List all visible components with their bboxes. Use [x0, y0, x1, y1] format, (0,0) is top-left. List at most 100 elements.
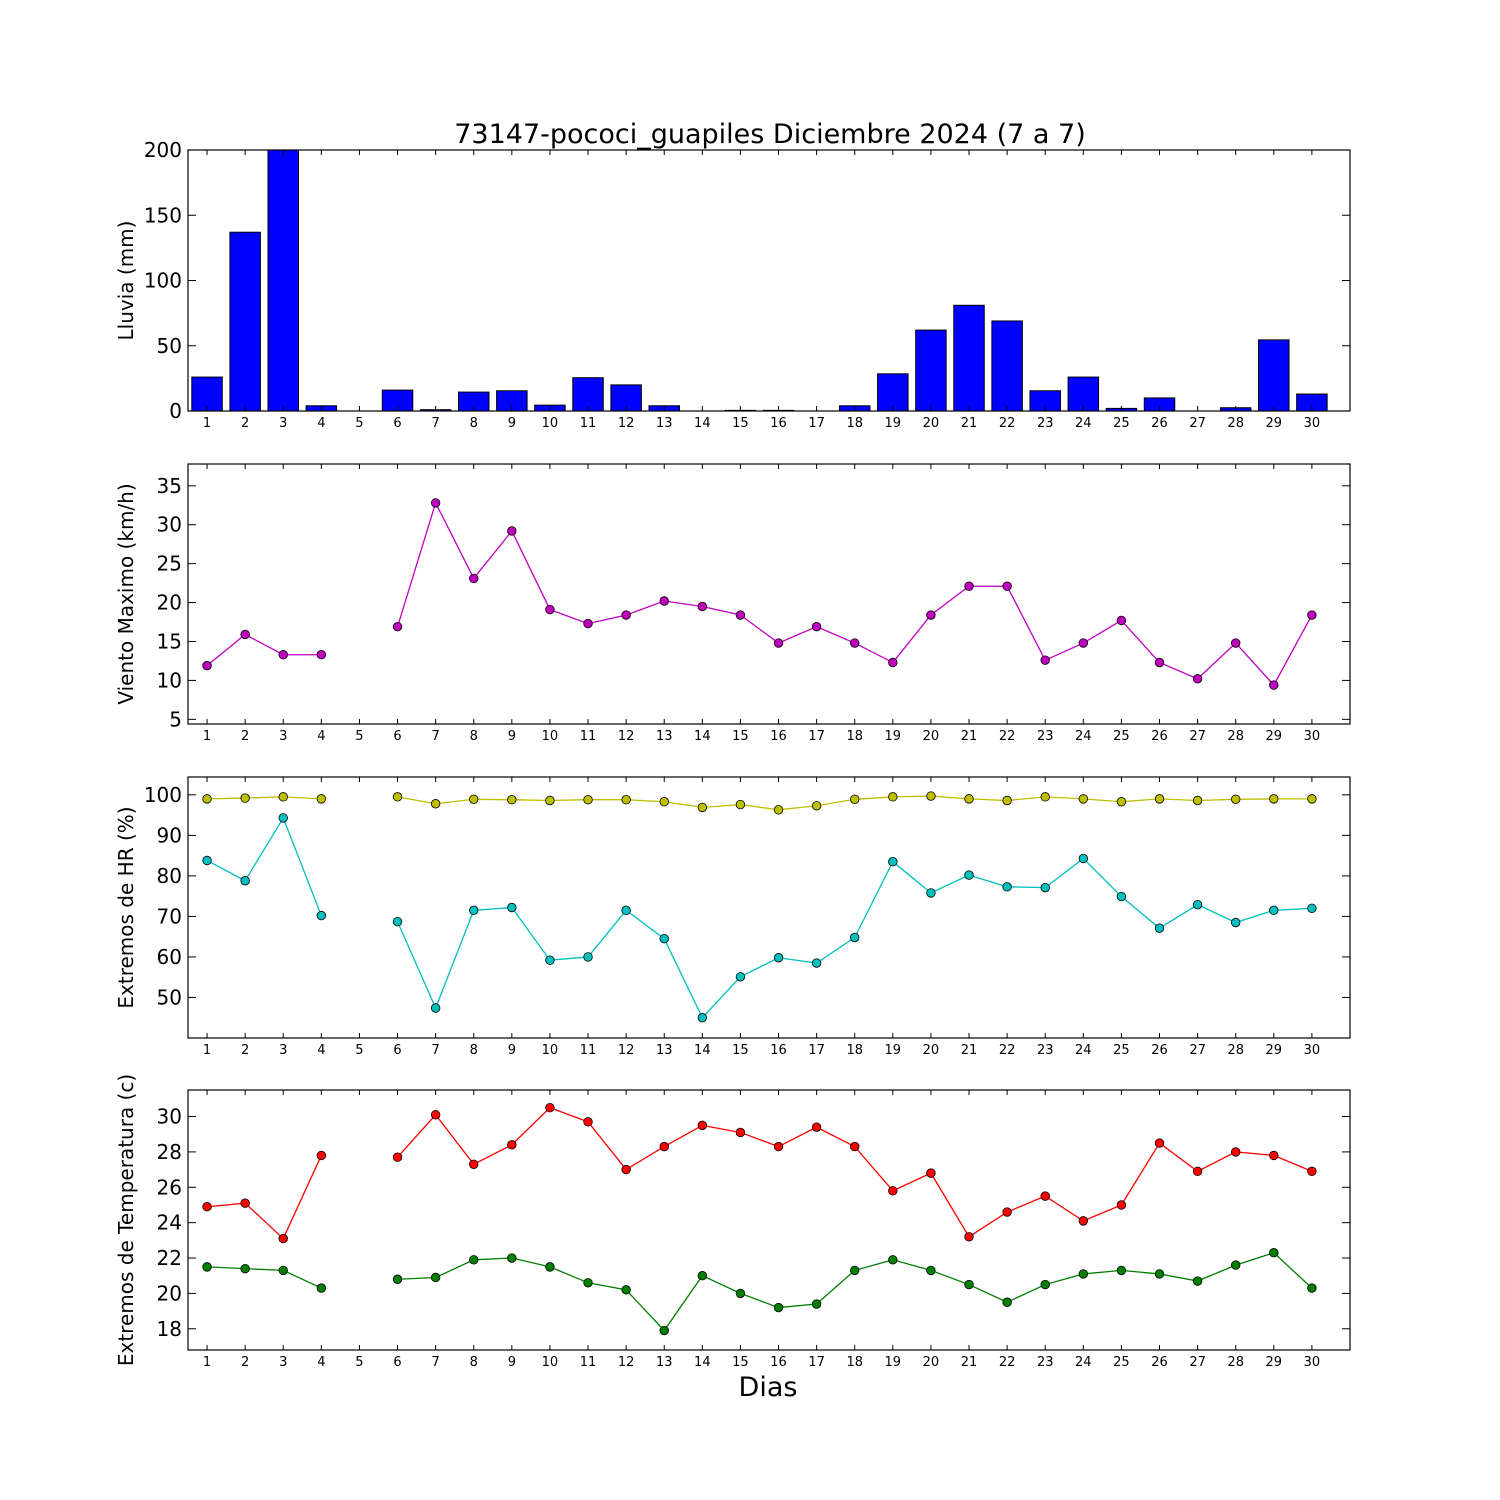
temp-x-tick-label-3: 3: [279, 1355, 287, 1370]
wind-y-tick-label-30: 30: [157, 513, 182, 537]
temp-series-1-point-day-13: [659, 1141, 669, 1152]
humidity-series-1-point-day-7: [430, 799, 441, 809]
wind-y-tick-label-5: 5: [169, 707, 182, 731]
temp-series-2-point-day-18: [850, 1265, 860, 1276]
wind-series-1-line-1: [206, 633, 322, 667]
temp-series-2-point-day-7: [430, 1272, 441, 1283]
wind-x-tick-label-30: 30: [1304, 729, 1321, 744]
rain-x-tick-label-25: 25: [1113, 416, 1130, 431]
humidity-series-2-point-day-8: [469, 905, 479, 916]
temp-x-tick-label-21: 21: [961, 1355, 978, 1370]
temp-series-2-point-day-4: [316, 1283, 327, 1293]
temp-x-tick-label-16: 16: [770, 1355, 787, 1370]
temp-series-1-point-day-19: [888, 1186, 898, 1196]
humidity-series-2-point-day-18: [850, 932, 860, 943]
wind-x-tick-label-18: 18: [846, 729, 863, 744]
humidity-series-2-point-day-10: [545, 955, 555, 965]
humidity-series-2-point-day-30: [1307, 903, 1317, 914]
humidity-series-1-point-day-30: [1307, 794, 1317, 804]
humidity-series-2-point-day-29: [1269, 905, 1279, 916]
temp-series-1-point-day-14: [697, 1120, 708, 1131]
wind-x-tick-label-9: 9: [508, 729, 516, 744]
humidity-series-2-point-day-1: [202, 855, 212, 866]
humidity-y-tick-label-80: 80: [157, 864, 182, 888]
rain-x-tick-label-24: 24: [1075, 416, 1092, 431]
temp-series-1-point-day-20: [926, 1168, 936, 1178]
humidity-series-2-point-day-25: [1116, 891, 1127, 902]
humidity-x-tick-label-7: 7: [431, 1043, 439, 1058]
wind-x-tick-label-8: 8: [470, 729, 478, 744]
humidity-series-1-point-day-11: [583, 794, 593, 805]
temp-x-tick-label-27: 27: [1189, 1355, 1206, 1370]
temp-series-1-point-day-3: [278, 1233, 288, 1244]
humidity-series-2-line-1: [206, 816, 322, 916]
temp-x-tick-label-13: 13: [656, 1355, 673, 1370]
humidity-series-1-point-day-15: [735, 799, 746, 810]
rain-plot-frame: [187, 149, 1351, 412]
humidity-series-2-point-day-23: [1040, 882, 1050, 893]
wind-x-tick-label-10: 10: [542, 729, 559, 744]
wind-y-tick-label-10: 10: [157, 668, 182, 692]
temp-series-2-point-day-8: [469, 1255, 479, 1265]
wind-x-tick-label-21: 21: [961, 729, 978, 744]
humidity-series-2-point-day-2: [240, 876, 250, 886]
humidity-x-tick-label-12: 12: [618, 1043, 635, 1058]
rain-x-tick-label-11: 11: [580, 416, 597, 431]
wind-x-tick-label-14: 14: [694, 729, 711, 744]
temp-series-2-point-day-12: [621, 1285, 631, 1295]
rain-x-tick-label-29: 29: [1266, 416, 1283, 431]
humidity-series-1-point-day-23: [1040, 792, 1050, 802]
wind-x-tick-label-12: 12: [618, 729, 635, 744]
temp-series-2-point-day-19: [888, 1255, 898, 1265]
temp-series-2-point-day-23: [1040, 1279, 1050, 1290]
humidity-series-1-point-day-24: [1078, 794, 1089, 804]
rain-y-tick-label-100: 100: [144, 269, 182, 293]
wind-series-1-point-day-10: [545, 604, 555, 615]
humidity-x-tick-label-29: 29: [1266, 1043, 1283, 1058]
rain-x-tick-label-22: 22: [999, 416, 1016, 431]
humidity-series-1-point-day-27: [1192, 795, 1203, 806]
temp-series-1-point-day-30: [1307, 1166, 1317, 1177]
humidity-x-tick-label-2: 2: [241, 1043, 249, 1058]
humidity-series-2-point-day-6: [392, 916, 403, 927]
humidity-series-1-point-day-6: [392, 792, 403, 802]
temp-series-1-point-day-15: [735, 1127, 746, 1138]
wind-plot-frame: [187, 463, 1351, 725]
temp-series-2-point-day-3: [278, 1265, 288, 1276]
temp-y-tick-label-20: 20: [157, 1281, 182, 1305]
rain-x-tick-label-6: 6: [393, 416, 401, 431]
temp-series-1-point-day-8: [469, 1159, 479, 1169]
rain-x-tick-label-5: 5: [355, 416, 363, 431]
wind-x-tick-label-25: 25: [1113, 729, 1130, 744]
chart-title: 73147-pococi_guapiles Diciembre 2024 (7 …: [454, 119, 1086, 150]
humidity-series-1-point-day-13: [659, 797, 669, 807]
wind-series-1-point-day-11: [583, 618, 593, 629]
humidity-series-1-point-day-12: [621, 794, 631, 805]
wind-series-1-point-day-1: [202, 660, 212, 671]
temp-x-tick-label-19: 19: [885, 1355, 902, 1370]
temp-series-1-point-day-17: [811, 1122, 822, 1132]
temp-x-tick-label-2: 2: [241, 1355, 249, 1370]
wind-x-tick-label-17: 17: [808, 729, 825, 744]
temp-series-2-point-day-28: [1231, 1260, 1241, 1270]
temp-series-2-point-day-25: [1116, 1265, 1127, 1276]
wind-x-tick-label-29: 29: [1266, 729, 1283, 744]
humidity-series-1-line-1: [207, 796, 322, 800]
wind-series-1-line-2: [396, 501, 1313, 687]
humidity-x-tick-label-16: 16: [770, 1043, 787, 1058]
humidity-y-axis-label: Extremos de HR (%): [114, 806, 138, 1008]
temperature-panel: 1 2 3 4 5 6 7 8 9 10 11 12 13 14 15 16 17 18 19 20 21 22 23 24 2…: [114, 1074, 1351, 1370]
rain-x-tick-label-18: 18: [846, 416, 863, 431]
wind-series-1-point-day-19: [888, 657, 898, 668]
humidity-series-1-point-day-19: [888, 792, 898, 802]
temp-x-tick-label-14: 14: [694, 1355, 711, 1370]
temp-series-2-line-2: [397, 1251, 1313, 1332]
humidity-series-1-point-day-4: [316, 794, 327, 804]
wind-y-tick-label-15: 15: [157, 629, 182, 653]
wind-series-1-point-day-14: [697, 601, 708, 612]
wind-series-1-point-day-9: [507, 526, 517, 536]
humidity-x-tick-label-5: 5: [355, 1043, 363, 1058]
wind-x-tick-label-5: 5: [355, 729, 363, 744]
rain-x-tick-label-26: 26: [1151, 416, 1168, 431]
